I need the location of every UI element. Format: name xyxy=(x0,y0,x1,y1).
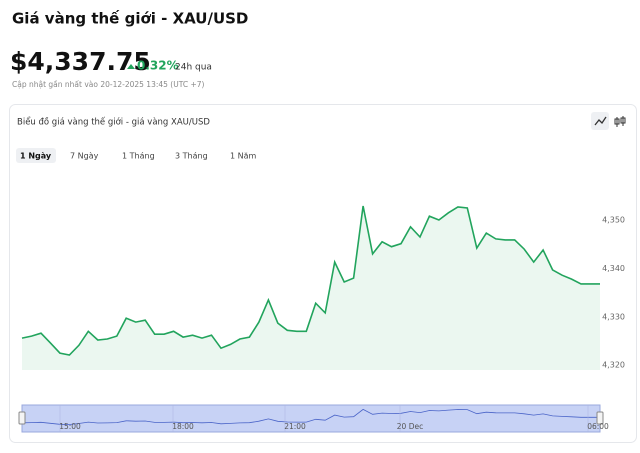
range-tab[interactable]: 7 Ngày xyxy=(70,152,99,161)
navigator-label: 20 Dec xyxy=(397,422,423,431)
y-tick-label: 4,320 xyxy=(602,361,625,370)
navigator-handle[interactable] xyxy=(596,411,604,425)
updated: Cập nhật gần nhất vào 20-12-2025 13:45 (… xyxy=(12,80,205,89)
range-tab[interactable]: 1 Tháng xyxy=(122,152,155,161)
line-icon xyxy=(594,116,607,126)
price-line xyxy=(21,205,600,356)
change: 0.32% xyxy=(137,59,179,73)
card-title: Biểu đồ giá vàng thế giới - giá vàng XAU… xyxy=(17,117,210,128)
navigator-label: 21:00 xyxy=(284,422,306,431)
navigator-label: 18:00 xyxy=(172,422,194,431)
chart-card xyxy=(9,104,637,443)
area-fill xyxy=(22,206,600,370)
y-tick-label: 4,330 xyxy=(602,312,625,321)
candle-mode-button[interactable] xyxy=(614,116,626,127)
navigator-handle[interactable] xyxy=(18,411,26,425)
range-tab[interactable]: 1 Ngày xyxy=(20,152,52,161)
navigator-line xyxy=(21,408,600,425)
y-tick-label: 4,350 xyxy=(602,216,625,225)
navigator-label: 06:00 xyxy=(587,422,609,431)
price: $4,337.75 xyxy=(10,47,151,76)
range-tab[interactable]: 1 Năm xyxy=(230,152,257,161)
period: 24h qua xyxy=(175,63,212,73)
navigator[interactable] xyxy=(21,404,601,433)
y-tick-label: 4,340 xyxy=(602,264,625,273)
tab-selected-bg xyxy=(16,148,56,163)
up-arrow xyxy=(127,64,135,69)
navigator-label: 15:00 xyxy=(59,422,81,431)
range-tab[interactable]: 3 Tháng xyxy=(175,152,208,161)
page-title: Giá vàng thế giới - XAU/USD xyxy=(12,9,248,28)
